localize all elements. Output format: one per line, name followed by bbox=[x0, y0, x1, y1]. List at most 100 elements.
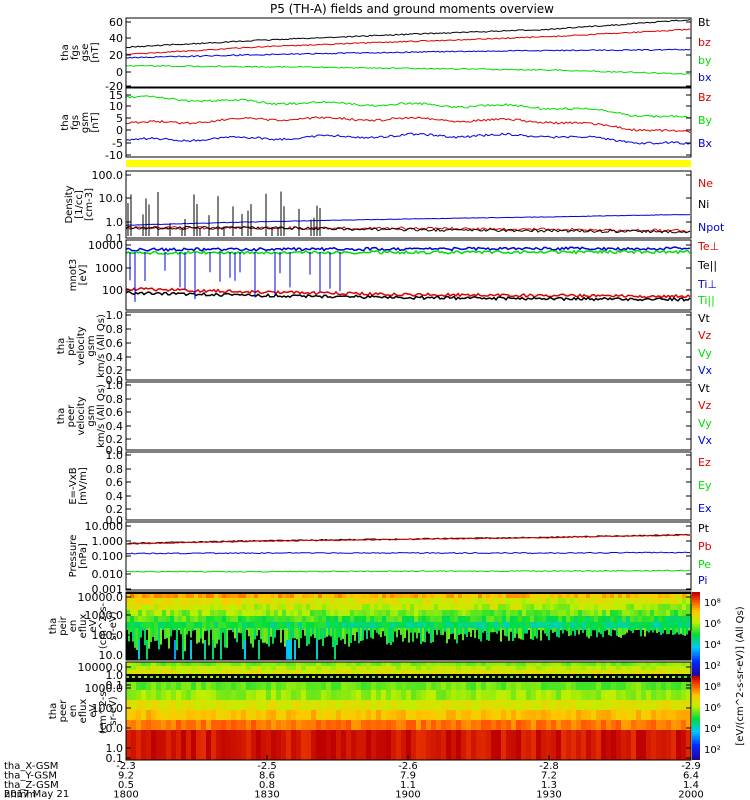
spectrogram-cell bbox=[311, 700, 316, 710]
spectrogram-cell bbox=[530, 594, 534, 600]
spectrogram-cell bbox=[211, 730, 216, 760]
spectrogram-cell bbox=[594, 604, 598, 610]
spectrogram-cell bbox=[238, 598, 242, 604]
spectrogram-cell bbox=[394, 604, 398, 610]
spectrogram-cell bbox=[506, 622, 510, 628]
spectrogram-cell bbox=[310, 610, 314, 616]
spectrogram-streak bbox=[636, 628, 638, 630]
spectrogram-cell bbox=[531, 666, 536, 670]
spectrogram-cell bbox=[222, 598, 226, 604]
spectrogram-cell bbox=[271, 730, 276, 760]
y-axis-label-line: tha bbox=[48, 703, 59, 719]
spectrogram-streak bbox=[314, 628, 316, 638]
spectrogram-streak bbox=[358, 628, 360, 644]
spectrogram-streak bbox=[580, 628, 582, 631]
spectrogram-cell bbox=[522, 604, 526, 610]
spectrogram-cell bbox=[230, 604, 234, 610]
spectrogram-cell bbox=[138, 616, 142, 622]
spectrogram-cell bbox=[336, 700, 341, 710]
x-axis-value: -2.6 bbox=[398, 761, 418, 772]
spectrogram-cell bbox=[686, 710, 691, 720]
spectrogram-cell bbox=[542, 616, 546, 622]
spectrogram-cell bbox=[661, 720, 666, 730]
spectrogram-cell bbox=[490, 594, 494, 600]
spectrogram-cell bbox=[496, 730, 501, 760]
spectrogram-cell bbox=[490, 616, 494, 622]
spectrogram-cell bbox=[342, 610, 346, 616]
spectrogram-streak bbox=[412, 628, 414, 642]
spectrogram-cell bbox=[602, 616, 606, 622]
spectrogram-streak bbox=[490, 628, 492, 633]
spectrogram-cell bbox=[176, 730, 181, 760]
spectrogram-cell bbox=[291, 682, 296, 690]
spectrogram-dot bbox=[246, 676, 249, 678]
spectrogram-cell bbox=[538, 604, 542, 610]
spectrogram-cell bbox=[474, 622, 478, 628]
spectrogram-cell bbox=[431, 670, 436, 674]
spectrogram-cell bbox=[538, 616, 542, 622]
spectrogram-cell bbox=[650, 616, 654, 622]
spectrogram-cell bbox=[638, 598, 642, 604]
spectrogram-cell bbox=[458, 598, 462, 604]
spectrogram-cell bbox=[618, 604, 622, 610]
spectrogram-cell bbox=[436, 690, 441, 700]
spectrogram-cell bbox=[218, 622, 222, 628]
spectrogram-cell bbox=[596, 666, 601, 670]
spectrogram-cell bbox=[494, 598, 498, 604]
spectrogram-cell bbox=[461, 682, 466, 690]
spectrogram-cell bbox=[526, 662, 531, 666]
spectrogram-cell bbox=[442, 598, 446, 604]
spectrogram-cell bbox=[141, 666, 146, 670]
spectrogram-cell bbox=[554, 616, 558, 622]
y-axis-label-fgs_gsm: thafgsgsm[nT] bbox=[60, 112, 101, 133]
spectrogram-cell bbox=[134, 598, 138, 604]
spectrogram-cell bbox=[574, 604, 578, 610]
y-tick-label: 0.2 bbox=[106, 433, 124, 446]
spectrogram-cell bbox=[186, 710, 191, 720]
spectrogram-cell bbox=[314, 610, 318, 616]
spectrogram-cell bbox=[650, 598, 654, 604]
spectrogram-cell bbox=[594, 616, 598, 622]
spectrogram-cell bbox=[374, 610, 378, 616]
spectrogram-streak bbox=[402, 628, 404, 642]
spectrogram-cell bbox=[436, 682, 441, 690]
spectrogram-cell bbox=[318, 610, 322, 616]
spectrogram-cell bbox=[231, 670, 236, 674]
spectrogram-dot bbox=[564, 676, 567, 678]
spectrogram-cell bbox=[414, 604, 418, 610]
spectrogram-cell bbox=[541, 720, 546, 730]
colorbar-band bbox=[692, 658, 700, 660]
spectrogram-cell bbox=[146, 598, 150, 604]
y-axis-label-line: peir bbox=[66, 335, 77, 355]
spectrogram-cell bbox=[646, 604, 650, 610]
spectrogram-streak bbox=[186, 628, 188, 635]
spectrogram-cell bbox=[371, 690, 376, 700]
spectrogram-cell bbox=[536, 700, 541, 710]
spectrogram-cell bbox=[506, 666, 511, 670]
spectrogram-cell bbox=[174, 622, 178, 628]
y-tick-label: 0.4 bbox=[106, 420, 124, 433]
spectrogram-cell bbox=[322, 604, 326, 610]
spectrogram-cell bbox=[276, 666, 281, 670]
spectrogram-cell bbox=[616, 710, 621, 720]
spectrogram-cell bbox=[642, 616, 646, 622]
spectrogram-cell bbox=[454, 616, 458, 622]
spectrogram-cell bbox=[151, 690, 156, 700]
spectrogram-cell bbox=[176, 682, 181, 690]
spectrogram-cell bbox=[141, 720, 146, 730]
spectrogram-cell bbox=[546, 720, 551, 730]
spectrogram-cell bbox=[521, 720, 526, 730]
y-axis-label-line: Density bbox=[64, 185, 75, 223]
x-axis-value: 1930 bbox=[536, 790, 561, 800]
spectrogram-cell bbox=[602, 604, 606, 610]
spectrogram-cell bbox=[656, 666, 661, 670]
spectrogram-cell bbox=[301, 666, 306, 670]
spectrogram-cell bbox=[130, 594, 134, 600]
spectrogram-cell bbox=[494, 610, 498, 616]
spectrogram-streak bbox=[262, 628, 264, 643]
spectrogram-cell bbox=[462, 604, 466, 610]
colorbar-band bbox=[692, 752, 700, 754]
spectrogram-dot bbox=[642, 676, 645, 678]
colorbar-band bbox=[692, 606, 700, 608]
spectrogram-cell bbox=[666, 662, 671, 666]
